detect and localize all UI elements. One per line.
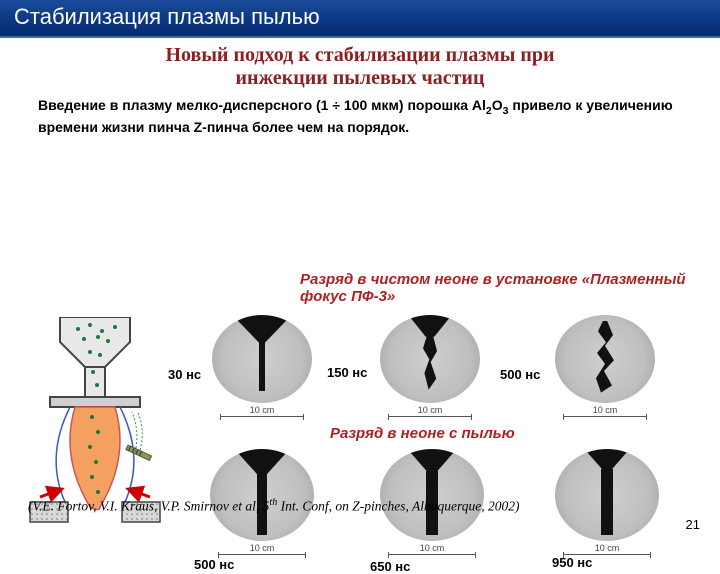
row2-label: Разряд в неоне с пылью xyxy=(330,425,515,442)
row1-label: Разряд в чистом неоне в установке «Плазм… xyxy=(300,271,720,305)
subtitle-line1: Новый подход к стабилизации плазмы при xyxy=(165,44,554,66)
time-r1-1: 30 нс xyxy=(168,367,201,382)
time-r2-3: 950 нс xyxy=(552,555,592,570)
citation-pre: (V.E. Fortov, V.I. Kraus, V.P. Smirnov e… xyxy=(28,498,269,513)
row1-label-a: Разряд в чистом неоне xyxy=(300,271,479,288)
title-bar: Стабилизация плазмы пылью xyxy=(0,0,720,38)
page-number: 21 xyxy=(686,517,700,532)
scale-r2-2: 10 cm xyxy=(380,543,484,555)
intro-text: Введение в плазму мелко-дисперсного (1 ÷… xyxy=(38,96,682,137)
slide-title: Стабилизация плазмы пылью xyxy=(14,4,706,30)
scale-r1-2: 10 cm xyxy=(380,405,480,417)
intro-pre: Введение в плазму мелко-дисперсного (1 ÷… xyxy=(38,97,486,113)
subtitle: Новый подход к стабилизации плазмы при и… xyxy=(0,44,720,90)
time-r1-2: 150 нс xyxy=(327,365,367,380)
scale-r2-1: 10 cm xyxy=(210,543,314,555)
subtitle-line2: инжекции пылевых частиц xyxy=(236,67,485,89)
frame-r1-3: 10 cm xyxy=(555,315,655,417)
citation: (V.E. Fortov, V.I. Kraus, V.P. Smirnov e… xyxy=(28,497,520,515)
frame-r1-1: 10 cm xyxy=(212,315,312,417)
citation-post: Int. Conf, on Z-pinches, Albuquerque, 20… xyxy=(277,498,519,513)
frame-r2-3: 10 cm xyxy=(555,449,659,555)
scale-r1-1: 10 cm xyxy=(212,405,312,417)
intro-mid: O xyxy=(492,97,503,113)
frame-r1-2: 10 cm xyxy=(380,315,480,417)
time-r2-1: 500 нс xyxy=(194,557,234,572)
scale-r1-3: 10 cm xyxy=(555,405,655,417)
time-r2-2: 650 нс xyxy=(370,559,410,574)
time-r1-3: 500 нс xyxy=(500,367,540,382)
scale-r2-3: 10 cm xyxy=(555,543,659,555)
